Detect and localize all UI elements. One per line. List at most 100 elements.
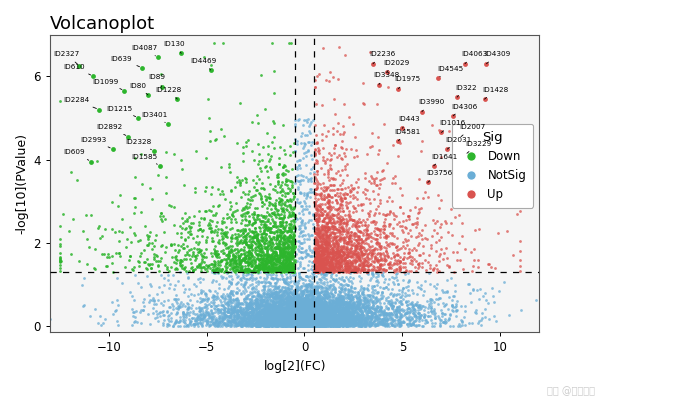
Point [320,214,331,221]
Point [290,316,301,322]
Point [312,265,322,272]
Point [317,314,328,320]
Point [278,122,289,128]
Point [316,297,327,303]
Point [420,303,431,310]
Point [310,322,320,328]
Point [225,310,236,317]
Point [297,310,308,317]
Point [315,252,326,258]
Point [335,254,346,261]
Point [258,257,269,263]
Point [302,300,313,307]
Point [319,321,330,327]
Point [276,316,287,322]
Point [302,288,313,294]
Point [389,316,400,323]
Point [297,300,308,307]
Point [315,227,326,234]
Point [350,314,361,321]
Point [276,310,287,317]
Point [225,259,236,266]
Point [333,242,343,248]
Point [329,230,339,237]
Point [344,301,355,307]
Point [342,260,353,266]
Point [300,323,311,329]
Point [287,240,297,247]
Point [243,303,254,310]
Point [77,282,88,288]
Point [330,142,341,148]
Point [258,238,269,244]
Point [269,260,280,266]
Point [283,311,293,317]
Point [318,302,329,308]
Point [329,320,339,326]
Point [348,239,359,246]
Point [343,300,354,307]
Point [352,289,363,295]
Point [296,318,307,324]
Point [288,210,299,216]
Point [320,300,331,307]
Point [329,251,339,258]
Point [236,309,247,315]
Point [219,298,230,304]
Point [246,300,257,306]
Point [322,310,333,316]
Point [284,238,295,244]
Point [144,233,155,240]
Point [375,296,386,303]
Point [326,322,337,329]
Point [414,322,425,328]
Point [264,318,274,324]
Point [204,225,215,231]
Point [279,202,290,208]
Point [314,260,325,266]
Point [222,318,233,324]
Point [249,244,260,251]
Point [354,293,365,299]
Point [261,253,272,259]
Point [235,179,246,185]
Point [412,260,423,267]
Point [260,226,270,232]
Point [281,323,292,329]
Point [320,308,331,314]
Point [376,307,387,314]
Point [491,318,502,324]
Point [408,301,418,308]
Point [310,241,321,248]
Point [307,309,318,315]
Point [315,260,326,266]
Point [246,319,257,326]
Point [207,316,218,322]
Point [289,318,299,324]
Point [349,205,360,211]
Point [413,301,424,308]
Point [153,284,164,290]
Point [203,262,214,268]
Point [247,293,258,300]
Point [285,306,295,313]
Point [271,303,282,309]
Point [371,226,382,232]
Point [354,318,364,324]
Point [276,260,287,266]
Point [262,302,272,308]
Point [280,227,291,234]
Point [338,309,349,315]
Point [243,316,254,322]
Point [354,251,365,257]
Point [312,263,323,269]
Point [311,254,322,261]
Point [272,311,283,317]
Point [310,318,321,325]
Point [377,223,388,230]
Point [236,268,247,274]
Point [265,255,276,262]
Point [316,322,327,328]
Point [353,253,364,259]
Point [312,298,322,304]
